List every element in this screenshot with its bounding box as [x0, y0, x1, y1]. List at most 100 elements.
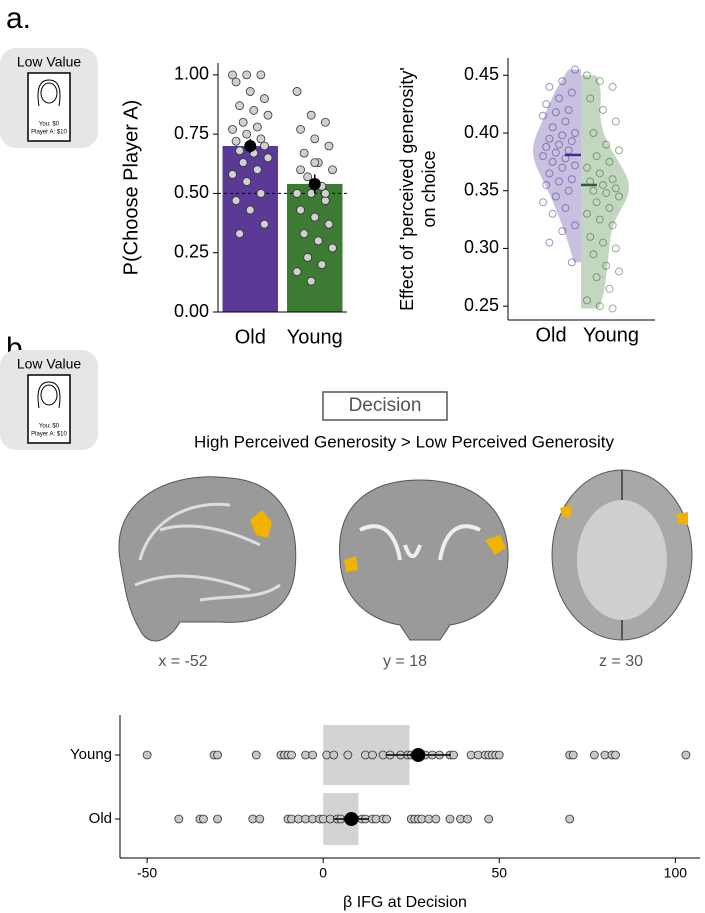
point	[314, 237, 322, 245]
point	[325, 220, 333, 228]
card-player: Player A: $10	[31, 130, 67, 136]
mean-point	[244, 140, 256, 152]
point	[383, 815, 391, 823]
point	[546, 239, 553, 246]
y-tick-label: Old	[89, 810, 112, 827]
y-axis-label: Effect of 'perceived generosity'	[397, 67, 417, 311]
point	[546, 83, 553, 90]
y-tick-label: 1.00	[174, 64, 209, 84]
point	[307, 277, 315, 285]
point	[311, 159, 319, 167]
point	[432, 815, 440, 823]
panel-label: a.	[6, 2, 31, 35]
card-you: You: $0	[39, 424, 60, 430]
y-axis-label: P(Choose Player A)	[120, 100, 142, 276]
point	[325, 142, 333, 150]
point	[236, 102, 244, 110]
point	[246, 87, 254, 95]
point	[253, 166, 261, 174]
point	[344, 751, 352, 759]
point	[232, 197, 240, 205]
mean-point	[344, 812, 358, 826]
y-tick-label: 0.35	[464, 179, 499, 199]
y-tick-label: 0.25	[174, 241, 209, 261]
point	[260, 142, 268, 150]
point	[250, 106, 258, 114]
point	[590, 751, 598, 759]
card-you: You: $0	[39, 122, 60, 128]
point	[300, 149, 308, 157]
y-tick-label: 0.30	[464, 237, 499, 257]
slice-label: y = 18	[383, 653, 427, 670]
x-axis-label: β IFG at Decision	[343, 894, 467, 911]
point	[297, 166, 305, 174]
point	[214, 751, 222, 759]
point	[232, 137, 240, 145]
point	[252, 751, 260, 759]
point	[246, 206, 254, 214]
mean-point	[309, 178, 321, 190]
point	[330, 751, 338, 759]
point	[257, 71, 265, 79]
point	[612, 245, 619, 252]
point	[300, 230, 308, 238]
slice-label: z = 30	[599, 653, 643, 670]
point	[214, 815, 222, 823]
point	[260, 220, 268, 228]
page: {"panel_labels": ["a.", "b."], "cards": …	[0, 0, 705, 913]
point	[256, 815, 264, 823]
point	[543, 101, 550, 108]
x-tick-label: Young	[583, 324, 639, 346]
point	[297, 125, 305, 133]
point	[293, 268, 301, 276]
point	[485, 815, 493, 823]
point	[609, 83, 616, 90]
point	[264, 154, 272, 162]
point	[239, 159, 247, 167]
point	[297, 206, 305, 214]
point	[616, 147, 623, 154]
point	[600, 106, 607, 113]
point	[328, 166, 336, 174]
y-tick-label: 0.25	[464, 295, 499, 315]
point	[199, 815, 207, 823]
point	[368, 751, 376, 759]
point	[236, 230, 244, 238]
card-player: Player A: $10	[31, 432, 67, 438]
mean-point	[411, 748, 425, 762]
point	[236, 147, 244, 155]
x-tick-label: 50	[491, 865, 507, 881]
figure: a. b. Decision High Perceived Generosity…	[0, 0, 705, 913]
point	[243, 178, 251, 186]
point	[304, 253, 312, 261]
point	[446, 815, 454, 823]
y-tick-label: 0.00	[174, 301, 209, 321]
point	[257, 189, 265, 197]
point	[464, 815, 472, 823]
point	[609, 305, 616, 312]
point	[612, 118, 619, 125]
point	[549, 210, 556, 217]
point	[260, 95, 268, 103]
x-tick-label: Old	[535, 324, 566, 346]
point	[311, 135, 319, 143]
point	[239, 118, 247, 126]
point	[143, 751, 151, 759]
violin	[533, 70, 581, 263]
x-tick-label: Old	[235, 326, 266, 348]
brain-sagittal	[119, 477, 296, 641]
x-tick-label: 100	[664, 865, 688, 881]
contrast-title: High Perceived Generosity > Low Perceive…	[194, 432, 615, 451]
point	[318, 261, 326, 269]
point	[321, 118, 329, 126]
point	[293, 189, 301, 197]
point	[682, 751, 690, 759]
point	[566, 815, 574, 823]
point	[569, 751, 577, 759]
card-title: Low Value	[17, 54, 82, 70]
point	[293, 87, 301, 95]
point	[307, 111, 315, 119]
card-title: Low Value	[17, 356, 82, 372]
decision-label: Decision	[349, 395, 422, 416]
point	[304, 173, 312, 181]
